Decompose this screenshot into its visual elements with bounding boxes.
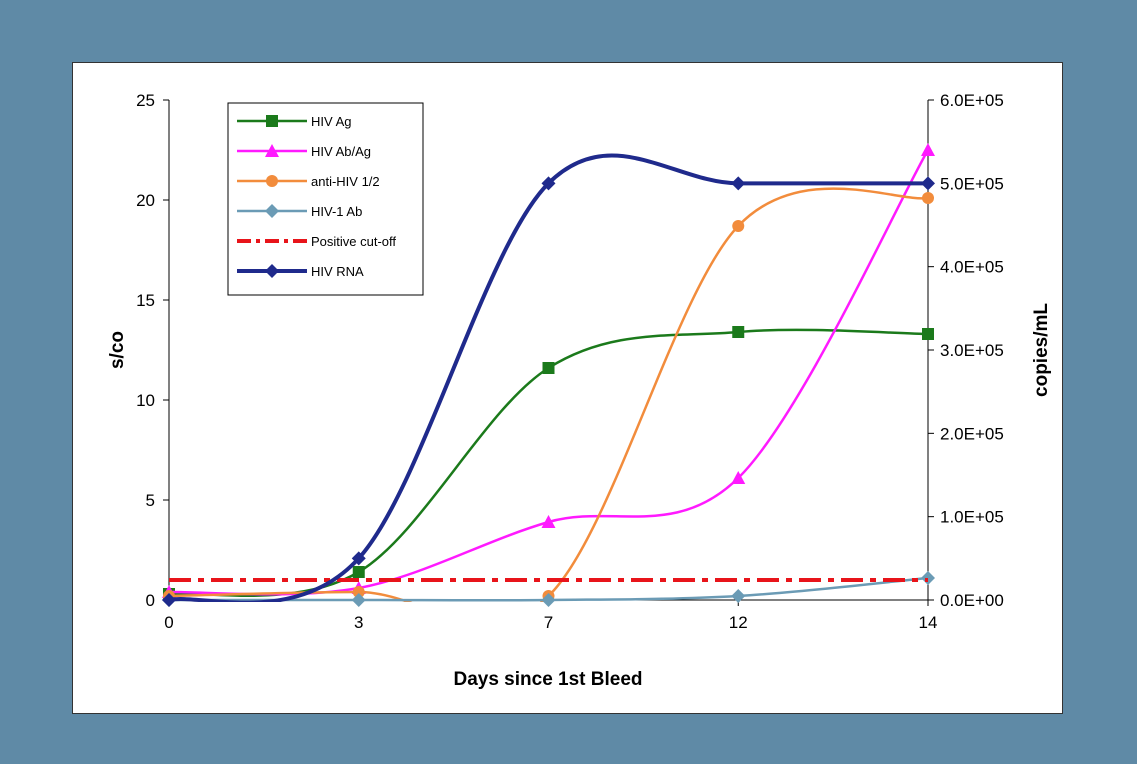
data-point-hiv-ag — [542, 362, 555, 374]
right-tick-label: 1.0E+05 — [940, 508, 1004, 527]
data-point-hiv-1-ab — [731, 589, 746, 603]
legend-label-positive-cut-off: Positive cut-off — [311, 234, 396, 249]
series-hiv-rna — [162, 153, 935, 607]
right-tick-label: 5.0E+05 — [940, 174, 1004, 193]
data-point-hiv-ab-ag — [921, 143, 935, 156]
legend-marker-hiv-1-ab — [265, 204, 279, 218]
chart-panel: 0 5 10 15 20 25 0.0E+00 1.0E+05 2.0E+05 3.0E+05 4… — [72, 62, 1063, 714]
legend-box — [227, 102, 424, 296]
series-line-anti-hiv-1-2 — [169, 187, 929, 602]
legend-marker-hiv-rna — [265, 264, 279, 278]
legend-label-anti-hiv-1-2: anti-HIV 1/2 — [311, 174, 380, 189]
legend-label-hiv-1-ab: HIV-1 Ab — [311, 204, 362, 219]
data-point-anti-hiv-1-2 — [352, 586, 365, 598]
x-tick-label: 0 — [164, 613, 173, 632]
y-axis-title: s/co — [107, 331, 128, 369]
right-tick-label: 3.0E+05 — [940, 341, 1004, 360]
data-point-hiv-rna — [921, 176, 935, 191]
data-point-hiv-rna — [541, 176, 556, 191]
data-point-hiv-rna — [162, 593, 176, 607]
x-axis-title: Days since 1st Bleed — [453, 669, 642, 690]
left-tick-label: 20 — [136, 191, 155, 210]
right-tick-label: 4.0E+05 — [940, 258, 1004, 277]
series-line-hiv-rna — [169, 153, 928, 602]
legend-marker-hiv-ab-ag — [265, 144, 279, 157]
data-point-hiv-ag — [922, 328, 934, 340]
right-axis-ticks: 0.0E+00 1.0E+05 2.0E+05 3.0E+05 4.0E+05 5.0E+… — [928, 91, 1004, 610]
left-tick-label: 25 — [136, 91, 155, 110]
data-point-hiv-ab-ag — [541, 515, 556, 528]
data-point-hiv-rna — [351, 551, 366, 566]
right-tick-label: 2.0E+05 — [940, 424, 1004, 443]
data-point-anti-hiv-1-2 — [922, 192, 934, 204]
x-tick-label: 12 — [729, 613, 748, 632]
left-axis-ticks: 0 5 10 15 20 25 — [136, 91, 169, 610]
left-tick-label: 15 — [136, 291, 155, 310]
data-point-hiv-ag — [732, 326, 745, 338]
legend-label-hiv-rna: HIV RNA — [311, 264, 364, 279]
line-chart: 0 5 10 15 20 25 0.0E+00 1.0E+05 2.0E+05 3.0E+05 4… — [107, 91, 1052, 690]
x-tick-label: 3 — [354, 613, 363, 632]
data-point-anti-hiv-1-2 — [732, 220, 745, 232]
right-tick-label: 0.0E+00 — [940, 591, 1004, 610]
series-hiv-ag — [163, 326, 934, 600]
legend-marker-anti-hiv-1-2 — [266, 175, 278, 187]
legend: HIV Ag HIV Ab/Ag anti-HIV 1/2 HIV-1 Ab Posit… — [227, 102, 424, 296]
x-tick-label: 14 — [919, 613, 938, 632]
x-tick-label: 7 — [544, 613, 553, 632]
data-point-hiv-rna — [731, 176, 746, 191]
data-point-hiv-ag — [352, 566, 365, 578]
left-tick-label: 10 — [136, 391, 155, 410]
legend-label-hiv-ag: HIV Ag — [311, 114, 351, 129]
data-point-hiv-ab-ag — [731, 471, 746, 484]
series-layer — [162, 143, 935, 607]
data-point-hiv-1-ab — [351, 593, 366, 607]
left-tick-label: 5 — [146, 491, 155, 510]
x-axis-ticks: 0 3 7 12 14 — [164, 600, 937, 632]
legend-marker-hiv-ag — [266, 115, 278, 127]
data-point-hiv-1-ab — [541, 593, 556, 607]
right-tick-label: 6.0E+05 — [940, 91, 1004, 110]
y2-axis-title: copies/mL — [1031, 303, 1052, 397]
legend-label-hiv-ab-ag: HIV Ab/Ag — [311, 144, 371, 159]
left-tick-label: 0 — [146, 591, 155, 610]
